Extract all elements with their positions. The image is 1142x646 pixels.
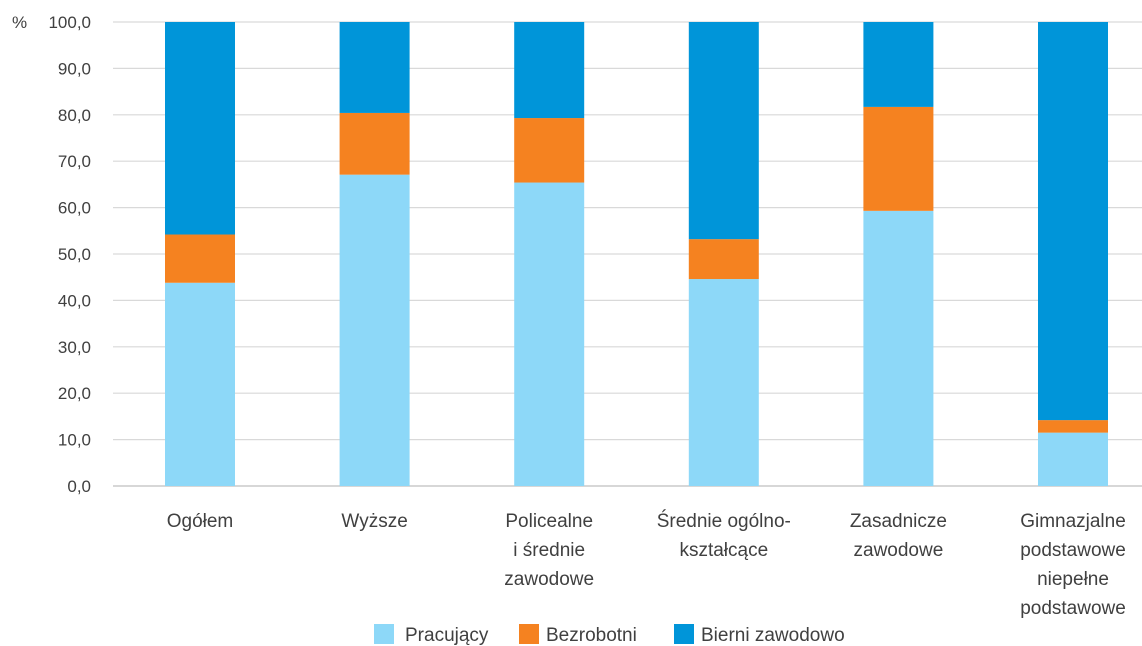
y-axis-ticks: 0,0 10,0 20,0 30,0 40,0 50,0 60,0 70,0 80,0 90,0 1… bbox=[12, 13, 91, 496]
bar-segment-bierni-zawodowo bbox=[863, 22, 934, 107]
bar-segment-pracujący bbox=[165, 282, 235, 486]
y-tick-label: 100,0 bbox=[48, 13, 91, 32]
bars bbox=[165, 22, 1108, 486]
legend-swatch bbox=[674, 624, 694, 644]
y-unit-label: % bbox=[12, 13, 27, 32]
bar-segment-bierni-zawodowo bbox=[165, 22, 235, 235]
y-tick-label: 20,0 bbox=[58, 384, 91, 403]
bar-segment-pracujący bbox=[688, 279, 759, 486]
category-label: Zasadnicze bbox=[850, 511, 947, 532]
category-label: niepełne bbox=[1037, 569, 1109, 590]
legend: Pracujący Bezrobotni Bierni zawodowo bbox=[374, 624, 845, 646]
y-tick-label: 40,0 bbox=[58, 291, 91, 310]
legend-swatch bbox=[374, 624, 394, 644]
bar-segment-pracujący bbox=[514, 182, 585, 486]
legend-label: Bezrobotni bbox=[546, 625, 637, 646]
bar-segment-pracujący bbox=[339, 174, 410, 486]
category-label: zawodowe bbox=[504, 569, 594, 590]
category-label: podstawowe bbox=[1020, 540, 1126, 561]
bar-segment-bezrobotni bbox=[863, 106, 934, 211]
y-tick-label: 60,0 bbox=[58, 199, 91, 218]
legend-label: Pracujący bbox=[405, 625, 489, 646]
gridlines bbox=[113, 21, 1142, 487]
category-label: Ogółem bbox=[167, 511, 234, 532]
bar-segment-bezrobotni bbox=[165, 234, 235, 283]
legend-label: Bierni zawodowo bbox=[701, 625, 845, 646]
category-label: i średnie bbox=[513, 540, 585, 561]
bar-segment-bierni-zawodowo bbox=[1038, 22, 1108, 421]
category-label: kształcące bbox=[679, 540, 768, 561]
y-tick-label: 70,0 bbox=[58, 152, 91, 171]
bar-segment-bezrobotni bbox=[688, 239, 759, 280]
category-label: Wyższe bbox=[341, 511, 407, 532]
y-tick-label: 90,0 bbox=[58, 59, 91, 78]
category-label: zawodowe bbox=[854, 540, 944, 561]
bar-segment-bierni-zawodowo bbox=[688, 22, 759, 240]
bar-segment-bezrobotni bbox=[514, 118, 585, 183]
bar-segment-bierni-zawodowo bbox=[339, 22, 410, 113]
y-tick-label: 30,0 bbox=[58, 338, 91, 357]
y-tick-label: 50,0 bbox=[58, 245, 91, 264]
y-tick-label: 0,0 bbox=[67, 477, 91, 496]
y-tick-label: 10,0 bbox=[58, 431, 91, 450]
bar-segment-bezrobotni bbox=[339, 112, 410, 175]
category-label: Policealne bbox=[505, 511, 593, 532]
bar-segment-pracujący bbox=[863, 210, 934, 486]
y-tick-label: 80,0 bbox=[58, 106, 91, 125]
category-label: Średnie ogólno- bbox=[657, 510, 791, 532]
legend-swatch bbox=[519, 624, 539, 644]
bar-segment-bezrobotni bbox=[1038, 420, 1108, 433]
category-label: Gimnazjalne bbox=[1020, 511, 1126, 532]
x-axis-labels: Ogółem Wyższe Policealne i średnie zawodowe Ś… bbox=[167, 510, 1126, 619]
bar-segment-pracujący bbox=[1038, 432, 1108, 486]
category-label: podstawowe bbox=[1020, 598, 1126, 619]
bar-segment-bierni-zawodowo bbox=[514, 22, 585, 119]
